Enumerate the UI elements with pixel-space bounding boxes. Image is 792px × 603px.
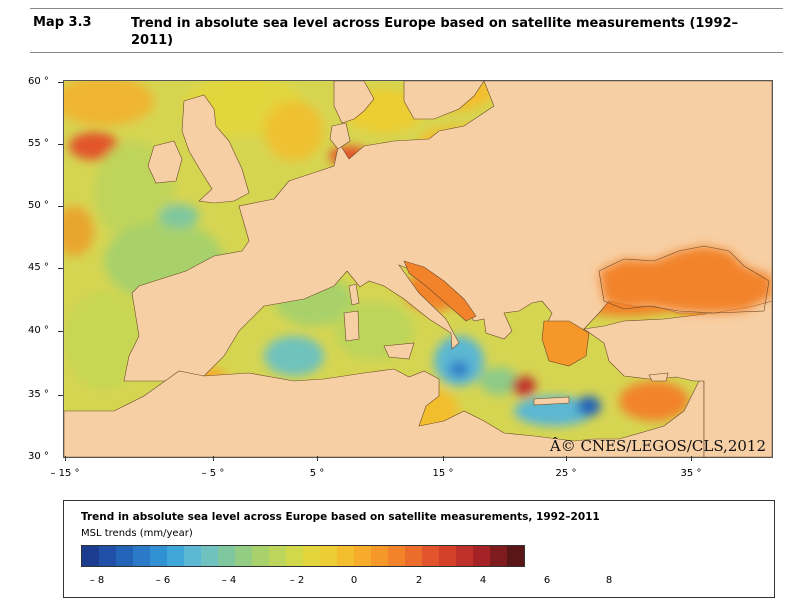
land-scandinavia [333,81,375,124]
legend-swatch [184,546,201,566]
land-sicily [383,342,415,360]
legend-subtitle: MSL trends (mm/year) [81,528,193,539]
legend-tick: – 8 [89,575,105,586]
y-tickmark [58,206,63,207]
aegean-sea [541,320,590,367]
y-tick-45: 45 ° [28,262,49,273]
land-anatolia [583,300,772,457]
sea-level-map: Â© CNES/LEGOS/CLS,2012 [63,80,773,458]
legend-color-scale [81,545,525,567]
legend-swatch [422,546,439,566]
legend-tick: 8 [605,575,613,586]
x-tickmark [443,456,444,461]
land-north-africa [64,368,705,457]
map-title: Trend in absolute sea level across Europ… [131,16,739,48]
legend-swatch [286,546,303,566]
y-tickmark [58,82,63,83]
x-tick-25: 25 ° [555,468,577,479]
legend-swatch [150,546,167,566]
map-number-label: Map 3.3 [33,15,92,30]
y-tickmark [58,331,63,332]
legend-swatch [99,546,116,566]
legend-swatch [133,546,150,566]
map-svg: Â© CNES/LEGOS/CLS,2012 [64,81,772,457]
land-crete [533,396,570,406]
legend-swatch [252,546,269,566]
y-tickmark [58,268,63,269]
black-sea [599,246,772,313]
y-tickmark [58,144,63,145]
legend-swatch [388,546,405,566]
x-tickmark [213,456,214,461]
x-tick-neg5: – 5 ° [201,468,225,479]
y-tick-35: 35 ° [28,389,49,400]
legend-tick: 6 [543,575,551,586]
legend-swatch [507,546,524,566]
x-tick-15: 15 ° [432,468,454,479]
y-tick-55: 55 ° [28,138,49,149]
legend-box: Trend in absolute sea level across Europ… [63,500,775,598]
land-ireland [147,140,183,184]
legend-tick: 2 [415,575,423,586]
land-sardinia [343,310,360,342]
legend-swatch [473,546,490,566]
x-tickmark [317,456,318,461]
y-tick-40: 40 ° [28,325,49,336]
x-tick-35: 35 ° [680,468,702,479]
legend-swatch [371,546,388,566]
legend-swatch [235,546,252,566]
land-cyprus [648,372,669,382]
legend-tick: 0 [350,575,358,586]
black-sea-outline [598,245,770,314]
legend-swatch [405,546,422,566]
x-tick-neg15: – 15 ° [50,468,80,479]
legend-swatch [354,546,371,566]
legend-swatch [167,546,184,566]
y-tick-60: 60 ° [28,76,49,87]
legend-tick: – 6 [155,575,171,586]
x-tickmark [566,456,567,461]
x-tickmark [65,456,66,461]
legend-tick: 4 [479,575,487,586]
legend-swatch [82,546,99,566]
x-tickmark [691,456,692,461]
header-top-rule [30,8,783,9]
y-tick-30: 30 ° [28,451,49,462]
legend-swatch [201,546,218,566]
legend-swatch [116,546,133,566]
legend-title: Trend in absolute sea level across Europ… [81,511,600,523]
x-tick-5: 5 ° [309,468,325,479]
legend-swatch [218,546,235,566]
legend-swatch [320,546,337,566]
y-tickmark [58,395,63,396]
land-denmark [329,122,351,150]
y-tick-50: 50 ° [28,200,49,211]
copyright-text: Â© CNES/LEGOS/CLS,2012 [549,437,766,455]
legend-swatch [269,546,286,566]
land-corsica [348,283,360,306]
land-sweden [403,81,485,120]
land-great-britain [181,94,250,204]
legend-tick: – 2 [289,575,305,586]
legend-swatch [303,546,320,566]
adriatic-sea [403,260,477,322]
legend-swatch [439,546,456,566]
legend-swatch [337,546,354,566]
header-bottom-rule [30,52,783,53]
legend-swatch [490,546,507,566]
legend-swatch [456,546,473,566]
legend-tick: – 4 [221,575,237,586]
land-masses [64,81,772,457]
